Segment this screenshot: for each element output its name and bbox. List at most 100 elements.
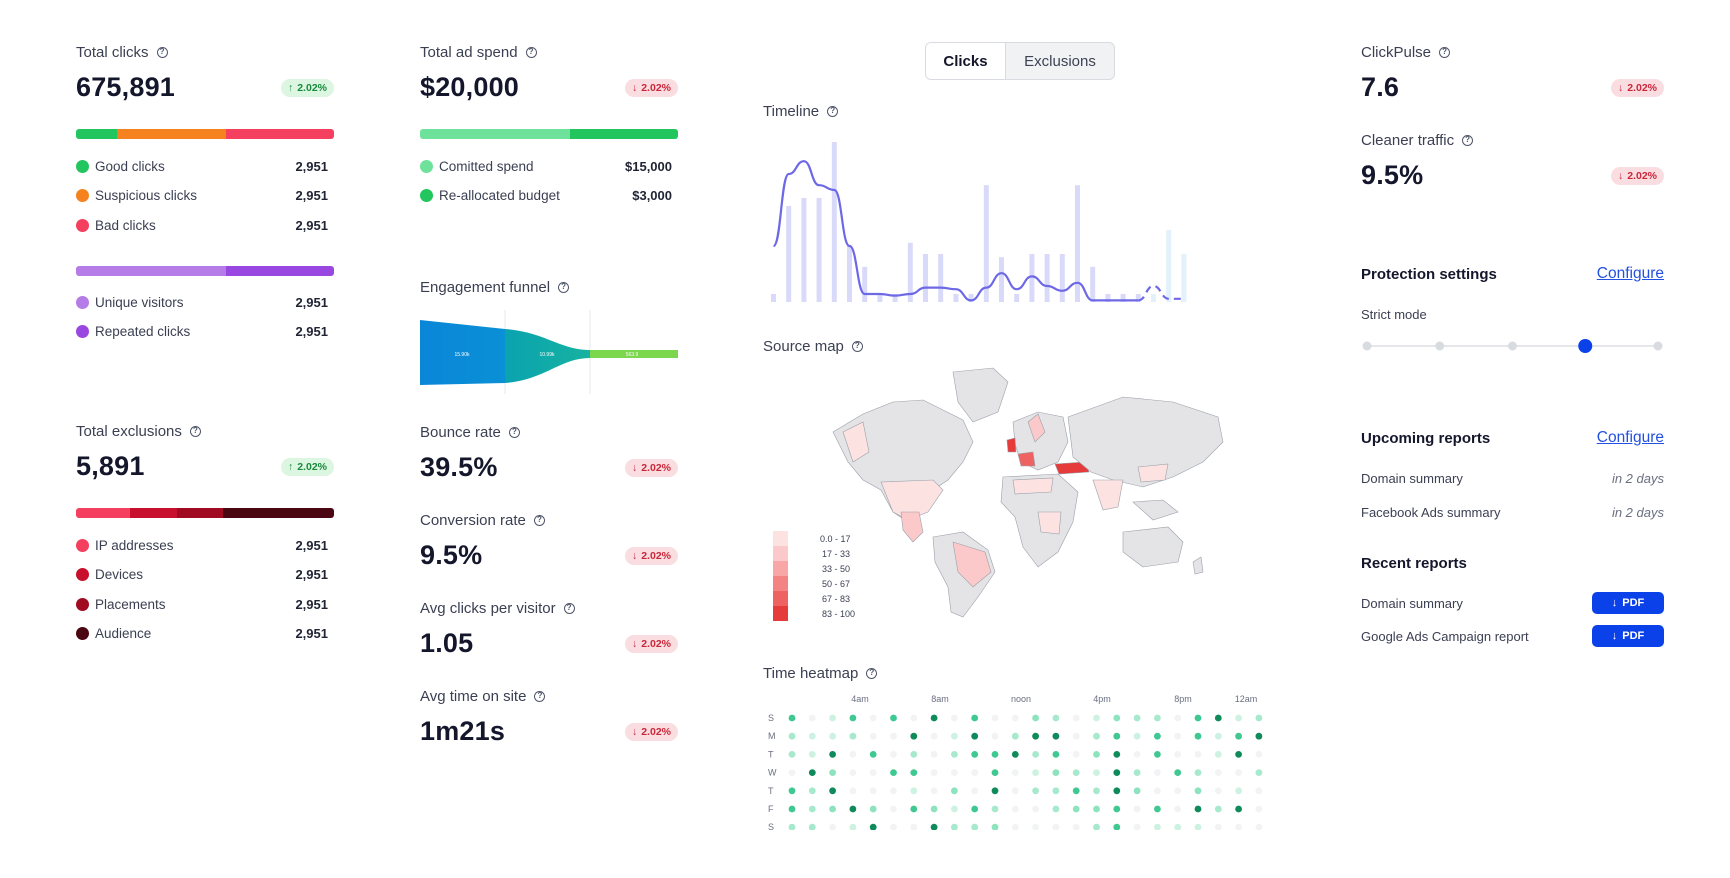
- heatmap-cell: [951, 714, 958, 722]
- timeline-bar: [938, 254, 944, 302]
- heatmap-cell: [930, 732, 938, 740]
- clickpulse-label: ClickPulse?: [1361, 42, 1451, 62]
- legend-dot: [76, 597, 89, 611]
- heatmap-hour-label: 8pm: [1174, 694, 1192, 704]
- metric-row: 39.5% ↓ 2.02%: [420, 452, 678, 483]
- legend-item: Suspicious clicks 2,951: [76, 187, 328, 205]
- upcoming-configure-link[interactable]: Configure: [1596, 429, 1664, 446]
- timeline-bar: [1014, 294, 1020, 302]
- protection-slider[interactable]: [1361, 336, 1664, 356]
- legend-dot: [76, 295, 89, 309]
- map-legend: 0.0 - 17 17 - 33 33 - 50 50 - 67 67 - 83 83 -…: [773, 531, 855, 621]
- heatmap-cell: [788, 787, 796, 795]
- bar-segment: [225, 129, 334, 139]
- north-africa: [1012, 477, 1054, 495]
- download-pdf-button[interactable]: ↓ PDF: [1592, 592, 1664, 614]
- heatmap-cell: [1133, 751, 1141, 758]
- slider-step[interactable]: [1653, 341, 1663, 351]
- heatmap-cell: [869, 732, 877, 740]
- heatmap-cell: [1011, 805, 1019, 813]
- help-icon[interactable]: ?: [866, 667, 878, 679]
- slider-step[interactable]: [1508, 341, 1517, 351]
- tab-exclusions[interactable]: Exclusions: [1024, 52, 1096, 70]
- timeline-bar: [877, 294, 883, 302]
- help-icon[interactable]: ?: [525, 46, 537, 58]
- help-icon[interactable]: ?: [534, 690, 546, 702]
- heatmap-cell: [1113, 714, 1121, 722]
- timeline-bar: [771, 294, 776, 302]
- heatmap-cell: [1174, 732, 1182, 740]
- heatmap-cell: [1194, 769, 1202, 776]
- heatmap-cell: [991, 769, 999, 776]
- timeline-bar: [1105, 294, 1111, 302]
- help-icon[interactable]: ?: [533, 514, 545, 526]
- metric-row: 9.5% ↓ 2.02%: [420, 540, 678, 571]
- heatmap-cell: [849, 769, 857, 776]
- download-icon: ↓: [1611, 597, 1618, 609]
- total-exclusions-label: Total exclusions?: [76, 421, 201, 441]
- slider-step[interactable]: [1435, 341, 1445, 351]
- help-icon[interactable]: ?: [851, 340, 863, 352]
- exclusions-bar: [76, 508, 334, 518]
- slider-thumb[interactable]: [1578, 339, 1593, 353]
- help-icon[interactable]: ?: [508, 426, 520, 438]
- total-clicks-label: Total clicks?: [76, 42, 168, 62]
- cleaner-traffic-row: 9.5% ↓ 2.02%: [1361, 160, 1664, 191]
- metric-label: Avg clicks per visitor?: [420, 598, 575, 618]
- legend-value: 2,951: [295, 217, 328, 233]
- heatmap-cell: [930, 751, 938, 758]
- help-icon[interactable]: ?: [827, 105, 839, 117]
- heatmap-cell: [849, 787, 857, 795]
- heatmap-cell: [1072, 732, 1080, 740]
- legend-label: Unique visitors: [95, 294, 184, 310]
- heatmap-cell: [971, 714, 979, 722]
- heatmap-cell: [1214, 751, 1222, 758]
- map-legend-range: 67 - 83: [822, 593, 851, 604]
- ad-spend-value: $20,000: [420, 72, 519, 102]
- legend-label: Good clicks: [95, 158, 165, 174]
- legend-dot: [76, 325, 89, 338]
- heatmap-cell: [1072, 823, 1080, 830]
- heatmap-cell: [951, 823, 958, 830]
- southeast-asia: [1132, 499, 1179, 521]
- legend-item: Bad clicks 2,951: [76, 216, 328, 234]
- western-europe: [1017, 451, 1036, 467]
- strict-mode-label: Strict mode: [1361, 307, 1427, 322]
- arrow-up-icon: ↑: [287, 460, 294, 473]
- help-icon[interactable]: ?: [563, 602, 575, 614]
- heatmap-cell: [1235, 732, 1242, 740]
- heatmap-cell: [1052, 714, 1060, 722]
- heatmap-cell: [1214, 805, 1222, 813]
- heatmap-cell: [829, 751, 836, 758]
- help-icon[interactable]: ?: [1439, 46, 1451, 58]
- change-badge: ↓ 2.02%: [624, 458, 678, 477]
- slider-step[interactable]: [1362, 341, 1372, 351]
- protection-configure-link[interactable]: Configure: [1596, 265, 1664, 282]
- new-zealand: [1192, 556, 1204, 575]
- heatmap-cell: [1154, 751, 1161, 758]
- legend-dot: [76, 538, 89, 552]
- heatmap-cell: [991, 751, 999, 758]
- legend-value: $3,000: [632, 188, 672, 203]
- tab-clicks[interactable]: Clicks: [926, 43, 1006, 79]
- change-badge: ↓ 2.02%: [624, 546, 678, 565]
- help-icon[interactable]: ?: [156, 46, 168, 58]
- legend-value: 2,951: [295, 567, 328, 582]
- brazil: [952, 541, 992, 588]
- heatmap-cell: [1133, 732, 1141, 740]
- help-icon[interactable]: ?: [189, 425, 201, 437]
- heatmap-cell: [1174, 823, 1182, 830]
- heatmap-cell: [1174, 714, 1182, 722]
- timeline-bar: [1120, 294, 1126, 302]
- heatmap-day-label: W: [768, 768, 777, 778]
- change-badge: ↓ 2.02%: [1610, 78, 1664, 97]
- map-legend-swatch: [773, 561, 788, 576]
- timeline-bar: [847, 246, 852, 302]
- heatmap-cell: [971, 732, 979, 740]
- legend-dot: [420, 159, 433, 173]
- help-icon[interactable]: ?: [558, 281, 570, 293]
- timeline-bar: [999, 257, 1004, 302]
- help-icon[interactable]: ?: [1462, 134, 1474, 146]
- heatmap-cell: [1072, 714, 1080, 722]
- download-pdf-button[interactable]: ↓ PDF: [1592, 625, 1664, 647]
